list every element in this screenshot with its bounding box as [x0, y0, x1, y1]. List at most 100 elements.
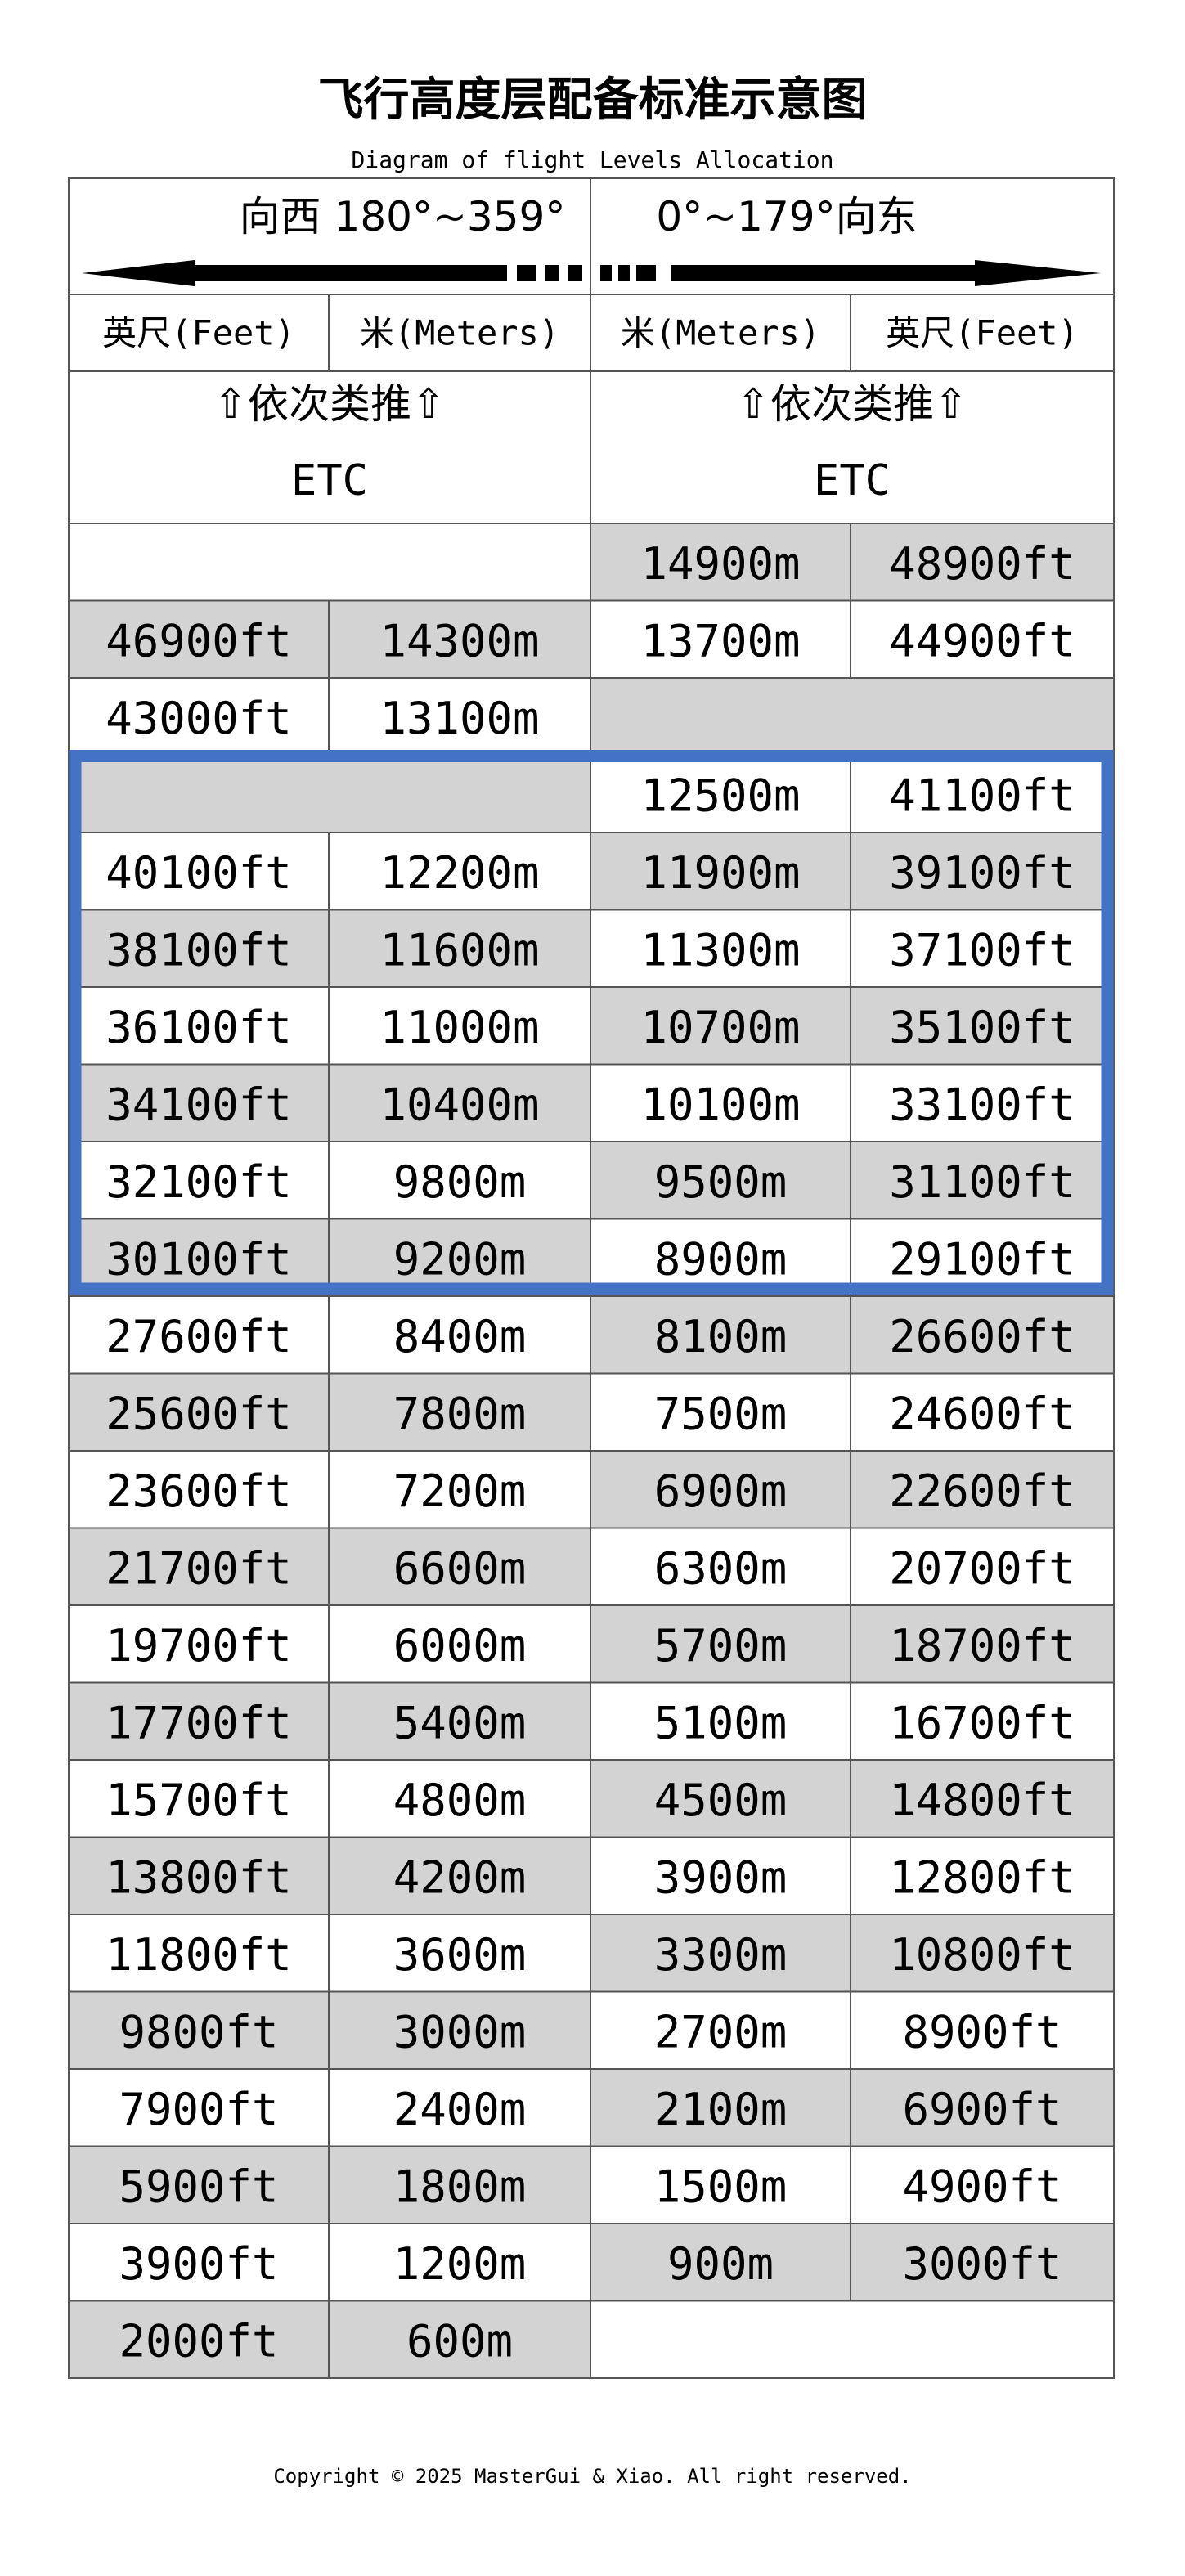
west-feet-value: 32100ft: [105, 1156, 292, 1208]
west-feet-value: 27600ft: [105, 1311, 292, 1362]
west-feet-value: 7900ft: [119, 2084, 278, 2135]
east-cell-shade: [590, 1451, 1114, 1528]
east-cell-shade: [590, 1914, 1114, 1992]
west-meters-value: 8400m: [393, 1311, 527, 1362]
west-feet-value: 40100ft: [105, 847, 292, 899]
east-feet-value: 20700ft: [889, 1542, 1075, 1594]
east-feet-value: 39100ft: [889, 847, 1075, 899]
west-meters-value: 4200m: [393, 1851, 527, 1903]
west-feet-value: 23600ft: [105, 1465, 292, 1517]
east-cell-shade: [590, 2224, 1114, 2301]
east-meters-value: 3900m: [654, 1851, 788, 1903]
east-feet-value: 31100ft: [889, 1156, 1075, 1208]
west-meters-value: 6600m: [393, 1542, 527, 1594]
west-feet-value: 17700ft: [105, 1697, 292, 1748]
east-feet-value: 26600ft: [889, 1311, 1075, 1362]
west-arrow-dash: [568, 265, 582, 281]
west-meters-value: 1200m: [393, 2238, 527, 2290]
rvsm-highlight-frame: [69, 750, 1114, 1295]
page-title: 飞行高度层配备标准示意图: [317, 74, 868, 127]
east-meters-value: 3300m: [654, 1929, 788, 1981]
east-meters-value: 11900m: [640, 847, 800, 899]
east-cell-shade: [590, 1760, 1114, 1838]
east-arrow-shaft: [671, 265, 975, 281]
west-meters-value: 4800m: [393, 1775, 527, 1826]
east-arrow-dash: [636, 265, 656, 281]
west-meters-value: 12200m: [379, 847, 539, 899]
west-feet-value: 21700ft: [105, 1542, 292, 1594]
west-feet-value: 34100ft: [105, 1079, 292, 1130]
east-meters-value: 6300m: [654, 1542, 788, 1594]
east-feet-value: 24600ft: [889, 1388, 1075, 1439]
east-feet-value: 33100ft: [889, 1079, 1075, 1130]
west-feet-value: 9800ft: [119, 2006, 278, 2058]
west-feet-value: 30100ft: [105, 1233, 292, 1285]
east-cell-shade: [590, 1605, 1114, 1683]
west-meters-value: 14300m: [379, 615, 539, 666]
east-meters-value: 2700m: [654, 2006, 788, 2058]
west-meters-value: 600m: [406, 2315, 513, 2367]
east-feet-value: 41100ft: [889, 770, 1075, 821]
east-meters-value: 1500m: [654, 2161, 788, 2212]
east-meters-value: 4500m: [654, 1775, 788, 1826]
west-arrow-shaft: [195, 265, 507, 281]
west-feet-value: 19700ft: [105, 1620, 292, 1672]
west-meters-value: 3600m: [393, 1929, 527, 1981]
east-meters-value: 11300m: [640, 924, 800, 976]
east-feet-value: 6900ft: [902, 2084, 1062, 2135]
west-feet-value: 38100ft: [105, 924, 292, 976]
page-subtitle: Diagram of flight Levels Allocation: [351, 146, 834, 173]
west-meters-value: 9800m: [393, 1156, 527, 1208]
west-feet-value: 2000ft: [119, 2315, 278, 2367]
east-feet-value: 35100ft: [889, 1002, 1075, 1053]
west-direction-label: 向西 180°~359°: [240, 193, 566, 240]
west-meters-header: 米(Meters): [360, 313, 559, 353]
east-meters-value: 5700m: [654, 1620, 788, 1672]
west-meters-value: 9200m: [393, 1233, 527, 1285]
east-cell-shade: [590, 1296, 1114, 1374]
east-feet-value: 29100ft: [889, 1233, 1075, 1285]
west-arrow-dash: [517, 265, 536, 281]
west-meters-value: 5400m: [393, 1697, 527, 1748]
east-meters-value: 6900m: [654, 1465, 788, 1517]
east-meters-header: 米(Meters): [621, 313, 820, 353]
west-feet-value: 15700ft: [105, 1775, 292, 1826]
west-meters-value: 10400m: [379, 1079, 539, 1130]
east-feet-value: 44900ft: [889, 615, 1075, 666]
west-feet-value: 13800ft: [105, 1851, 292, 1903]
west-meters-value: 2400m: [393, 2084, 527, 2135]
west-feet-value: 43000ft: [105, 693, 292, 744]
east-arrow-dash: [600, 265, 612, 281]
east-feet-header: 英尺(Feet): [886, 313, 1079, 353]
east-cell-shade: [590, 1142, 1114, 1219]
east-feet-value: 10800ft: [889, 1929, 1075, 1981]
east-feet-value: 4900ft: [902, 2161, 1062, 2212]
east-cell-shade: [590, 987, 1114, 1065]
west-meters-value: 3000m: [393, 2006, 527, 2058]
east-cell-shade: [590, 523, 1114, 601]
west-feet-value: 25600ft: [105, 1388, 292, 1439]
east-meters-value: 10100m: [640, 1079, 800, 1130]
west-meters-value: 11600m: [379, 924, 539, 976]
copyright-footer: Copyright © 2025 MasterGui & Xiao. All r…: [273, 2465, 912, 2488]
east-meters-value: 13700m: [640, 615, 800, 666]
east-cell-shade: [590, 678, 1114, 756]
west-feet-value: 5900ft: [119, 2161, 278, 2212]
east-meters-value: 10700m: [640, 1002, 800, 1053]
east-arrow-dash: [618, 265, 630, 281]
west-arrow-dash: [545, 265, 559, 281]
west-feet-value: 46900ft: [105, 615, 292, 666]
east-meters-value: 8100m: [654, 1311, 788, 1362]
east-feet-value: 14800ft: [889, 1775, 1075, 1826]
east-etc-label: ETC: [814, 456, 891, 505]
east-etc-arrows: ⇧依次类推⇧: [736, 380, 968, 428]
west-etc-arrows: ⇧依次类推⇧: [213, 380, 446, 428]
west-etc-label: ETC: [291, 456, 368, 505]
west-meters-value: 11000m: [379, 1002, 539, 1053]
east-meters-value: 8900m: [654, 1233, 788, 1285]
east-feet-value: 18700ft: [889, 1620, 1075, 1672]
east-arrowhead-icon: [975, 260, 1101, 286]
west-meters-value: 6000m: [393, 1620, 527, 1672]
west-arrowhead-icon: [82, 260, 195, 286]
